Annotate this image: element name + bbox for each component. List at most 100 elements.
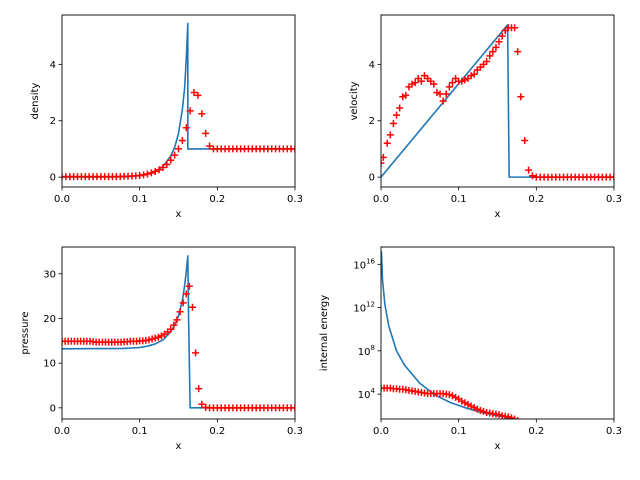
data-point-marker-velocity <box>399 93 407 101</box>
data-point-marker-velocity <box>517 93 525 101</box>
data-point-marker-velocity <box>402 91 410 99</box>
data-point-marker-density <box>178 136 186 144</box>
data-point-marker-velocity <box>521 136 529 144</box>
data-point-marker-density <box>206 142 214 150</box>
data-point-marker-velocity <box>458 77 466 85</box>
y-tick-base: 10 <box>353 304 366 315</box>
x-tick-label-pressure: 0.3 <box>287 426 303 437</box>
panel-pressure: 0.0 0.1 0.2 0.3 0 10 20 30 x pressure <box>20 246 303 452</box>
data-point-marker-velocity <box>417 77 425 85</box>
plot-area-internal-energy <box>381 251 519 419</box>
data-point-marker-velocity <box>442 90 450 98</box>
y-tick-label-internal-energy: 1016 <box>353 257 375 271</box>
data-point-marker-internal-energy <box>476 406 484 414</box>
data-point-marker-density <box>167 156 175 164</box>
x-tick-label-pressure: 0.1 <box>132 426 148 437</box>
x-tick-label-density: 0.2 <box>209 194 225 205</box>
axes-frame-pressure <box>61 246 296 420</box>
y-tick-label-pressure: 10 <box>43 359 56 370</box>
x-tick-label-density: 0.1 <box>132 194 148 205</box>
data-point-marker-velocity <box>383 139 391 147</box>
x-axis-label-pressure: x <box>176 441 182 452</box>
data-point-marker-internal-energy <box>495 411 503 419</box>
data-point-marker-pressure <box>145 336 153 344</box>
data-point-marker-pressure <box>198 400 206 408</box>
y-tick-label-velocity: 0 <box>369 173 375 184</box>
y-tick-exponent: 4 <box>371 387 376 395</box>
data-point-marker-velocity <box>528 172 536 180</box>
data-point-marker-pressure <box>151 334 159 342</box>
x-tick-label-internal-energy: 0.0 <box>373 426 389 437</box>
data-point-marker-velocity <box>445 83 453 91</box>
y-tick-exponent: 12 <box>366 301 375 309</box>
data-point-marker-pressure <box>291 404 295 412</box>
y-tick-label-pressure: 20 <box>43 314 56 325</box>
data-point-marker-pressure <box>176 308 184 316</box>
data-point-marker-velocity <box>492 43 500 51</box>
data-point-marker-internal-energy <box>511 415 519 419</box>
data-point-marker-velocity <box>461 76 469 84</box>
data-point-marker-pressure <box>154 333 162 341</box>
y-tick-label-density: 2 <box>50 116 56 127</box>
y-tick-base: 10 <box>358 347 371 358</box>
data-point-marker-velocity <box>430 80 438 88</box>
data-point-marker-density <box>143 170 151 178</box>
plot-area-density <box>62 22 295 181</box>
data-point-marker-velocity <box>498 32 506 40</box>
data-point-marker-density <box>198 110 206 118</box>
data-point-marker-pressure <box>185 282 193 290</box>
axes-frame-velocity <box>380 14 615 188</box>
y-tick-label-density: 4 <box>50 60 56 71</box>
data-point-marker-pressure <box>173 316 181 324</box>
y-tick-label-pressure: 0 <box>50 403 56 414</box>
y-axis-label-velocity: velocity <box>349 81 360 120</box>
y-tick-label-velocity: 4 <box>369 60 375 71</box>
x-tick-label-pressure: 0.2 <box>209 426 225 437</box>
data-point-marker-internal-energy <box>507 414 515 419</box>
axes-frame-density <box>61 14 296 188</box>
data-point-marker-pressure <box>179 299 187 307</box>
data-point-marker-density <box>155 166 163 174</box>
data-point-marker-density <box>190 89 198 97</box>
data-point-marker-velocity <box>408 80 416 88</box>
data-point-marker-pressure <box>167 325 175 333</box>
x-tick-label-internal-energy: 0.2 <box>528 426 544 437</box>
data-point-marker-pressure <box>170 321 178 329</box>
data-point-marker-velocity <box>439 97 447 105</box>
data-point-marker-velocity <box>470 70 478 78</box>
panel-velocity: 0.0 0.1 0.2 0.3 0 2 4 x velocity <box>349 14 622 220</box>
y-tick-label-pressure: 30 <box>43 269 56 280</box>
y-tick-exponent: 16 <box>366 257 375 265</box>
data-point-marker-velocity <box>393 111 401 119</box>
data-point-marker-density <box>291 145 295 153</box>
y-tick-label-density: 0 <box>50 173 56 184</box>
x-tick-label-velocity: 0.3 <box>606 194 622 205</box>
y-axis-label-density: density <box>30 83 41 120</box>
series-line-internal-energy <box>381 251 508 419</box>
data-point-marker-velocity <box>389 120 397 128</box>
data-point-marker-internal-energy <box>516 417 519 419</box>
data-point-marker-velocity <box>381 159 385 167</box>
data-point-marker-velocity <box>381 153 387 161</box>
data-point-marker-density <box>182 124 190 132</box>
data-point-marker-internal-energy <box>473 405 481 413</box>
data-point-marker-density <box>159 164 167 172</box>
data-point-marker-internal-energy <box>480 407 488 415</box>
x-tick-label-velocity: 0.1 <box>451 194 467 205</box>
plot-area-velocity <box>381 24 614 181</box>
data-point-marker-velocity <box>396 104 404 112</box>
y-axis-label-pressure: pressure <box>20 311 31 354</box>
data-point-marker-pressure <box>188 303 196 311</box>
x-axis-label-velocity: x <box>495 209 501 220</box>
x-tick-label-velocity: 0.2 <box>528 194 544 205</box>
data-point-marker-pressure <box>192 349 200 357</box>
data-point-marker-density <box>186 107 194 115</box>
x-tick-label-density: 0.0 <box>54 194 70 205</box>
data-point-marker-velocity <box>495 38 503 46</box>
data-point-marker-velocity <box>511 24 519 32</box>
x-tick-label-internal-energy: 0.1 <box>451 426 467 437</box>
y-tick-base: 10 <box>353 260 366 271</box>
data-point-marker-density <box>175 145 182 153</box>
